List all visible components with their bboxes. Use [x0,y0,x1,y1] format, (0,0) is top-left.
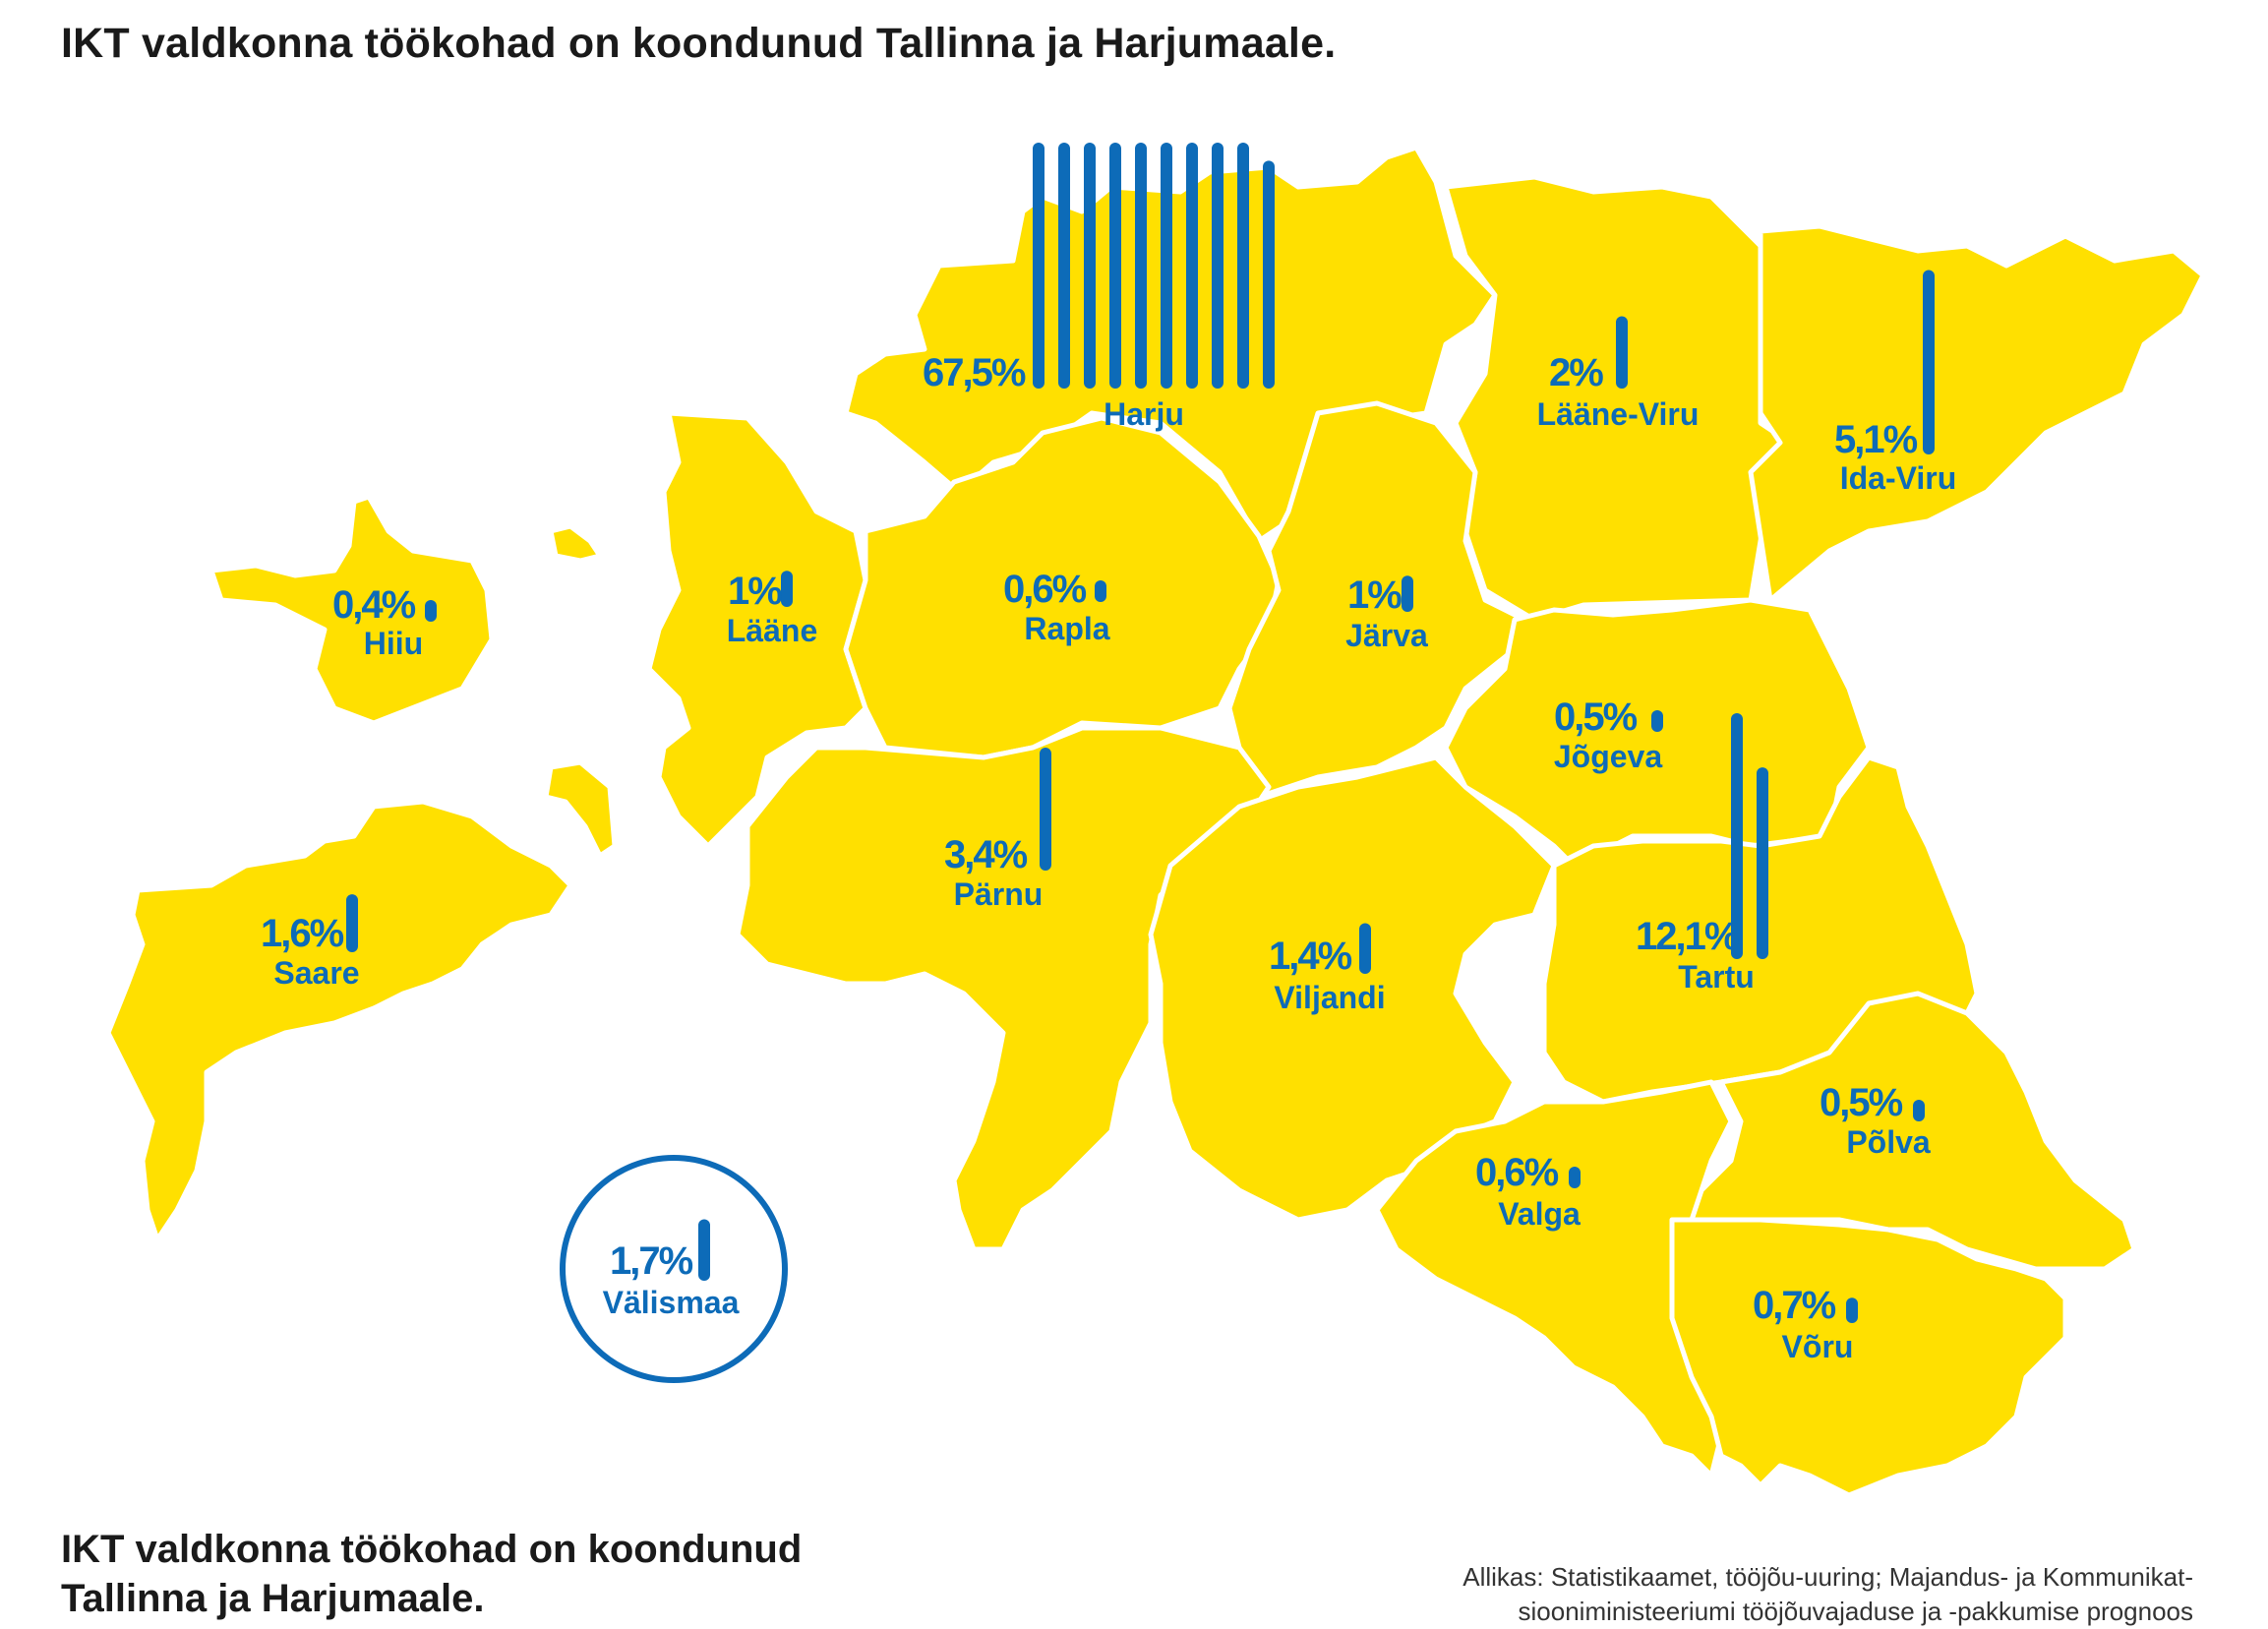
share-bar-harju-2 [1084,143,1096,389]
caption: IKT valdkonna töökohad on koondunud Tall… [61,1528,803,1620]
label-parnu-name: Pärnu [954,876,1044,912]
label-laane-share: 1% [728,570,782,613]
label-parnu-share: 3,4% [944,833,1028,876]
island-small-2 [543,759,618,859]
region-viljandi-shape[interactable] [1148,754,1557,1223]
share-bar-harju-6 [1186,143,1198,389]
share-bar-rapla-0 [1095,579,1106,602]
share-bar-harju-5 [1161,143,1172,389]
label-saare-name: Saare [273,955,359,991]
label-laane-viru-name: Lääne-Viru [1537,396,1700,432]
label-harju-share: 67,5% [923,351,1026,394]
share-bar-viljandi-0 [1359,923,1371,974]
source-line-1: Allikas: Statistikaamet, tööjõu-uuring; … [1462,1562,2193,1592]
share-bar-hiiu-0 [425,600,437,622]
label-saare-share: 1,6% [261,912,344,955]
label-ida-viru-name: Ida-Viru [1840,460,1957,496]
label-valismaa-share: 1,7% [610,1239,693,1283]
share-bar-tartu-0 [1731,713,1743,959]
share-bar-l-ne-0 [781,571,793,607]
share-bar-v-lismaa-0 [698,1219,710,1281]
share-bar-saare-0 [346,894,358,952]
label-laane-name: Lääne [727,613,817,648]
label-jogeva-share: 0,5% [1554,695,1638,739]
label-voru-share: 0,7% [1753,1284,1836,1327]
label-valga-name: Valga [1498,1196,1581,1232]
label-polva-name: Põlva [1846,1124,1931,1160]
label-voru-name: Võru [1782,1329,1854,1364]
label-valga-share: 0,6% [1475,1151,1559,1194]
share-bar-ida-viru-0 [1923,270,1935,454]
share-bar-valga-0 [1569,1166,1581,1188]
label-viljandi-name: Viljandi [1274,980,1385,1015]
share-bar-p-lva-0 [1913,1100,1925,1121]
share-bar-harju-8 [1237,143,1249,389]
region-parnu-shape[interactable] [735,725,1272,1252]
share-bar-v-ru-0 [1846,1297,1858,1323]
label-tartu-name: Tartu [1678,959,1755,995]
label-rapla-name: Rapla [1024,611,1109,646]
share-bar-j-geva-0 [1651,710,1663,732]
label-jogeva-name: Jõgeva [1554,739,1662,774]
label-ida-viru-share: 5,1% [1834,418,1918,461]
share-bar-harju-3 [1109,143,1121,389]
region-saare-shape[interactable] [105,799,573,1242]
source-line-2: siooniministeeriumi tööjõuvajaduse ja -p… [1518,1597,2193,1626]
label-harju-name: Harju [1104,396,1184,432]
share-bar-harju-7 [1212,143,1224,389]
label-viljandi-share: 1,4% [1269,935,1352,978]
share-bar-harju-4 [1135,143,1147,389]
share-bar-p-rnu-0 [1040,748,1051,871]
label-jarva-share: 1% [1347,573,1402,617]
share-bar-harju-1 [1058,143,1070,389]
label-tartu-share: 12,1% [1636,915,1739,958]
label-jarva-name: Järva [1345,618,1428,653]
label-hiiu-share: 0,4% [332,583,416,627]
bars-layer [346,143,1935,1323]
label-valismaa-name: Välismaa [603,1285,740,1320]
label-rapla-share: 0,6% [1003,568,1087,611]
region-hiiu-shape[interactable] [209,494,495,726]
valismaa-circle [560,1155,788,1383]
label-polva-share: 0,5% [1820,1081,1903,1124]
region-ida-viru-shape[interactable] [1748,223,2206,603]
share-bar-l-ne-viru-0 [1616,316,1628,389]
island-small-1 [548,523,603,564]
share-bar-harju-0 [1033,143,1044,389]
share-bar-tartu-1 [1757,767,1768,959]
label-laane-viru-share: 2% [1549,351,1603,394]
share-bar-j-rva-0 [1402,575,1413,612]
label-hiiu-name: Hiiu [364,626,423,661]
source-note: Allikas: Statistikaamet, tööjõu-uuring; … [1210,1560,2193,1629]
region-voru-shape[interactable] [1669,1217,2068,1498]
share-bar-harju-9 [1263,160,1275,389]
region-laane-shape[interactable] [646,410,868,849]
region-jarva-shape[interactable] [1226,400,1527,800]
page-title: IKT valdkonna töökohad on koondunud Tall… [61,20,1337,67]
